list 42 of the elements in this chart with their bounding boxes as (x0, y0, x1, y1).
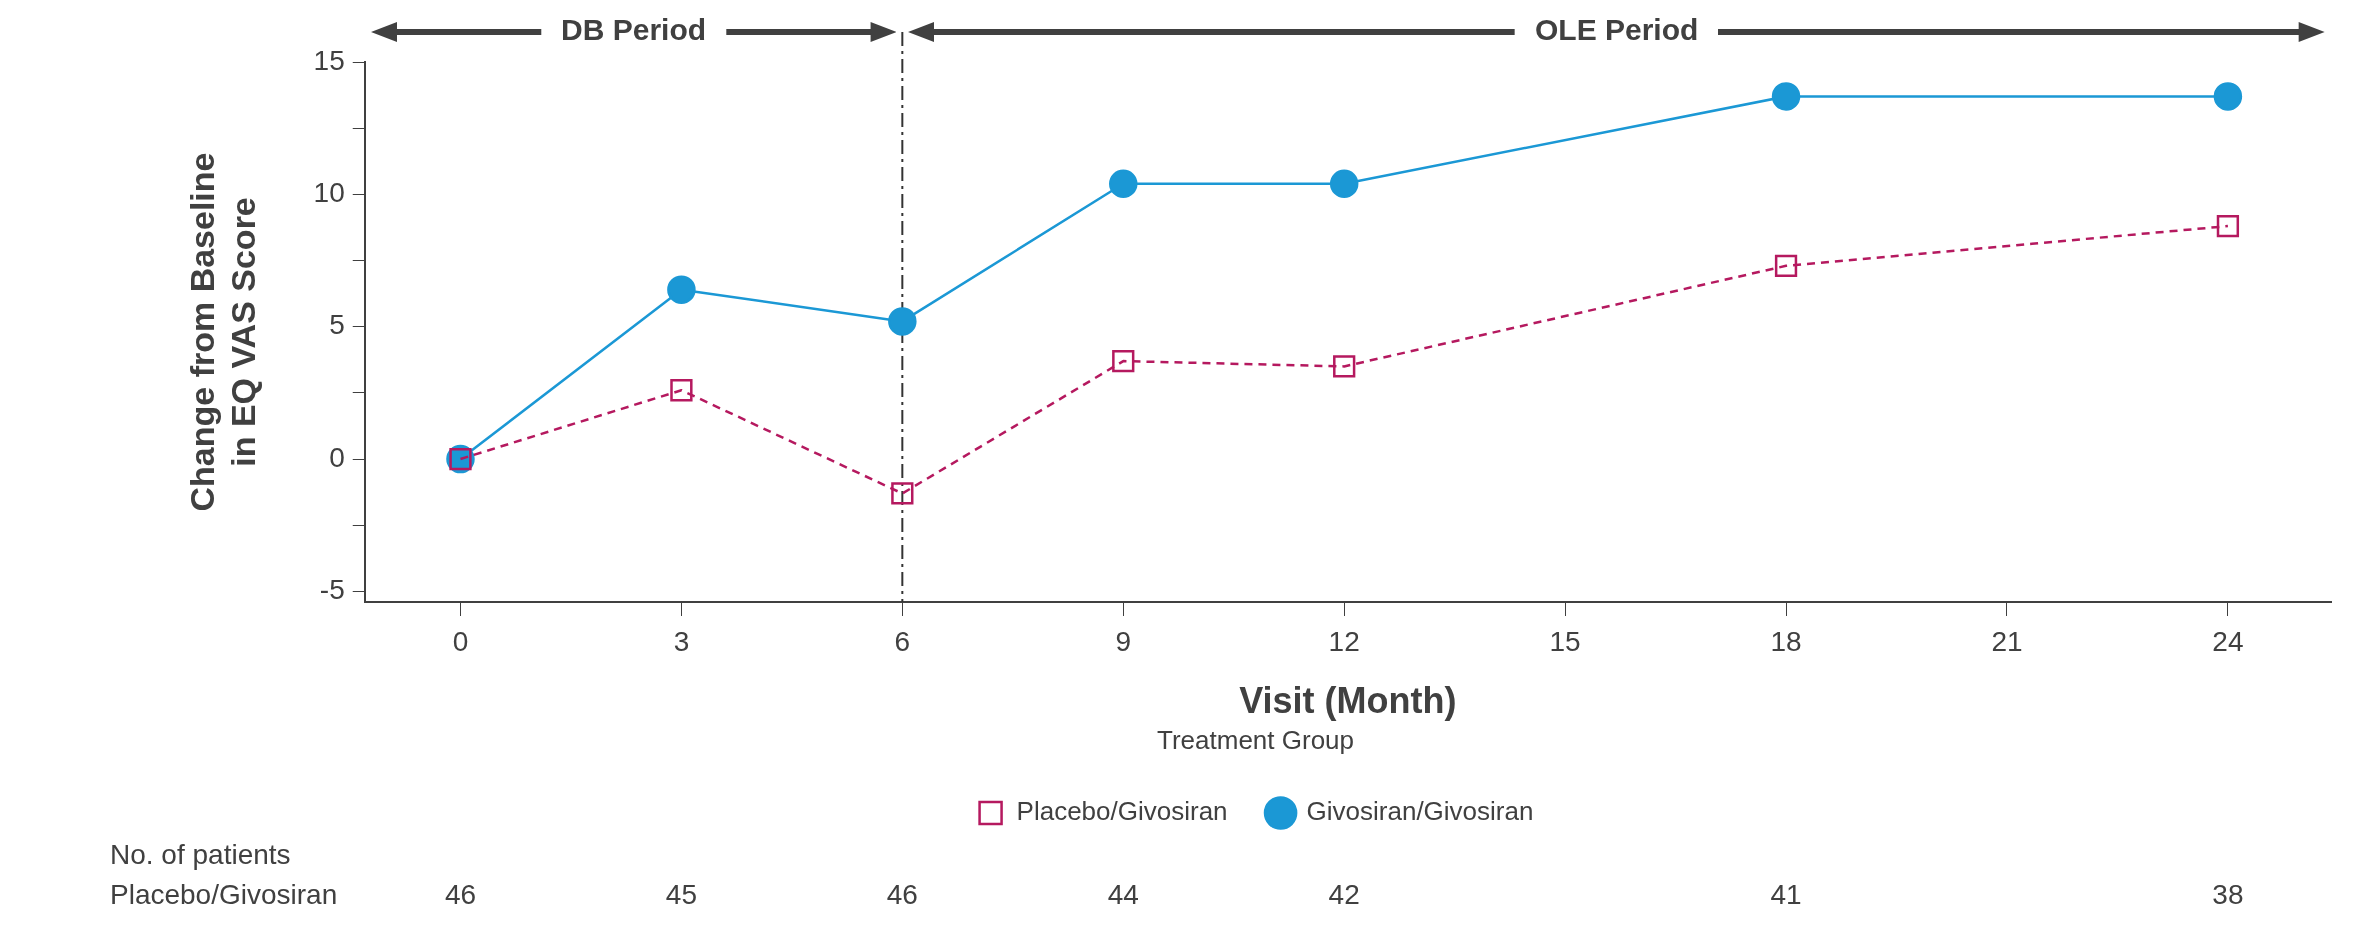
legend-title: Treatment Group (1156, 724, 1355, 755)
text: OLE Period (1534, 13, 1699, 47)
point (1774, 254, 1798, 277)
y-tick-label: -5 (319, 574, 345, 606)
text: 46 (444, 878, 477, 910)
point (1329, 169, 1359, 199)
x-tick-label: 6 (894, 625, 911, 657)
text: Placebo/Givosiran (110, 878, 338, 910)
x-tick-label: 12 (1328, 625, 1360, 657)
point (2216, 214, 2240, 238)
point (1771, 82, 1801, 111)
y-axis-title: Change from Baseline in EQ VAS Score (182, 152, 262, 512)
text: 46 (886, 878, 918, 910)
x-axis-title: Visit (Month) (1239, 680, 1457, 722)
point (891, 482, 914, 505)
point (667, 275, 696, 304)
text: 44 (1107, 878, 1139, 910)
x-tick-label: 9 (1115, 625, 1132, 657)
point (1112, 349, 1135, 373)
point (1333, 355, 1356, 378)
x-tick-label: 3 (673, 625, 690, 657)
text: DB Period (561, 13, 707, 47)
legend-label: Givosiran/Givosiran (1306, 796, 1534, 827)
text: 41 (1770, 878, 1802, 910)
x-tick-label: 21 (1991, 625, 2023, 657)
x-tick-label: 18 (1770, 625, 1802, 657)
text: 38 (2212, 878, 2244, 910)
point (888, 307, 917, 336)
legend-label: Placebo/Givosiran (1016, 796, 1228, 827)
y-tick-label: 5 (329, 309, 345, 341)
point (2213, 82, 2243, 111)
point (670, 379, 693, 402)
point (1109, 169, 1138, 199)
y-tick-label: 0 (329, 441, 345, 473)
y-tick-label: 10 (313, 177, 345, 209)
y-tick-label: 15 (313, 44, 345, 76)
text: No. of patients (110, 838, 291, 870)
text: 42 (1328, 878, 1360, 910)
x-tick-label: 24 (2212, 625, 2244, 657)
x-tick-label: 0 (452, 625, 469, 657)
text: 45 (665, 878, 697, 910)
x-tick-label: 15 (1549, 625, 1581, 657)
